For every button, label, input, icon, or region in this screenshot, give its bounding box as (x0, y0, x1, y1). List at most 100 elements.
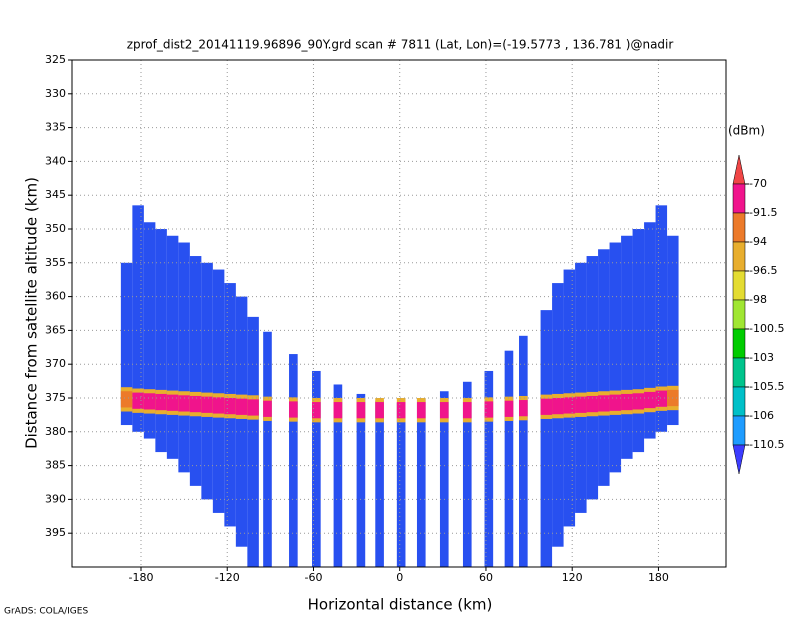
beam (586, 256, 599, 500)
y-tick-label: 380 (45, 425, 66, 438)
colorbar-unit: (dBm) (728, 124, 765, 138)
y-tick-label: 340 (45, 154, 66, 167)
bright-band (263, 400, 272, 417)
beam (632, 229, 645, 453)
colorbar-segment (732, 415, 746, 446)
beam (178, 242, 190, 473)
colorbar-label: -70 (749, 177, 767, 190)
beam (212, 269, 225, 513)
x-tick-label: -120 (215, 571, 240, 584)
colorbar-label: -100.5 (749, 322, 784, 335)
bright-band (598, 395, 610, 412)
beam (396, 402, 406, 567)
y-tick-label: 375 (45, 391, 66, 404)
bright-band (356, 402, 366, 419)
colorbar-label: -105.5 (749, 380, 784, 393)
bright-band (552, 398, 564, 415)
x-tick-label: 0 (396, 571, 403, 584)
footer: GrADS: COLA/IGES (4, 607, 88, 617)
beam (201, 262, 213, 500)
y-tick-label: 335 (45, 121, 66, 134)
beam (263, 331, 272, 567)
bright-band (609, 394, 622, 411)
beam (655, 205, 668, 432)
colorbar-segment (732, 386, 746, 417)
beam (621, 235, 633, 459)
colorbar-label: -98 (749, 293, 767, 306)
y-tick-label: 330 (45, 87, 66, 100)
beam (155, 229, 167, 453)
y-tick-label: 345 (45, 188, 66, 201)
bright-band (333, 402, 343, 419)
plot-frame (71, 59, 727, 568)
y-tick-label: 355 (45, 256, 66, 269)
bright-band (178, 395, 190, 412)
y-tick-label: 395 (45, 526, 66, 539)
beam (519, 335, 528, 567)
bright-band (563, 397, 576, 414)
bright-band (212, 397, 225, 414)
beam (166, 235, 179, 459)
beam (504, 350, 514, 567)
bright-band (644, 391, 656, 409)
bright-band (655, 390, 668, 407)
colorbar-label: -106 (749, 409, 774, 422)
beam (143, 222, 156, 439)
y-tick-label: 350 (45, 222, 66, 235)
y-tick-label: 370 (45, 357, 66, 370)
beam (644, 222, 656, 439)
bright-band (439, 402, 449, 419)
beam (439, 391, 449, 567)
y-tick-label: 365 (45, 323, 66, 336)
beam (189, 256, 202, 486)
colorbar-end (732, 154, 746, 185)
colorbar-segment (732, 241, 746, 272)
beam (120, 262, 133, 426)
beam (462, 381, 472, 567)
y-tick-label: 360 (45, 290, 66, 303)
beam (312, 370, 321, 567)
colorbar-segment (732, 299, 746, 330)
colorbar-segment (732, 183, 746, 214)
beam (575, 262, 587, 513)
bright-band (312, 402, 321, 419)
bright-band (132, 392, 144, 409)
y-tick-label: 390 (45, 492, 66, 505)
colorbar-segment (732, 357, 746, 388)
beam (235, 296, 248, 547)
beam (540, 310, 553, 567)
bright-band (484, 401, 494, 418)
beam (609, 242, 622, 473)
x-tick-label: -60 (304, 571, 322, 584)
bright-band (166, 394, 179, 411)
colorbar-segment (732, 270, 746, 301)
colorbar-segment (732, 212, 746, 243)
beam (598, 249, 610, 486)
bright-band (143, 393, 156, 410)
colorbar-label: -110.5 (749, 438, 784, 451)
beam (132, 205, 144, 432)
bright-band (201, 396, 213, 413)
bright-band (632, 393, 645, 410)
bright-band (462, 402, 472, 419)
x-tick-label: -180 (129, 571, 154, 584)
x-tick-label: 180 (648, 571, 669, 584)
x-tick-label: 60 (479, 571, 493, 584)
bright-band (416, 402, 426, 419)
colorbar-segment (732, 328, 746, 359)
colorbar-label: -103 (749, 351, 774, 364)
bright-band (375, 402, 384, 419)
colorbar-label: -96.5 (749, 264, 777, 277)
chart-title: zprof_dist2_20141119.96896_90Y.grd scan … (127, 38, 674, 52)
bright-band (396, 402, 406, 419)
beam (333, 384, 343, 567)
bright-band (540, 398, 553, 415)
y-axis-label: Distance from satellite altitude (km) (23, 177, 41, 449)
bright-band (120, 391, 133, 408)
beam (247, 316, 259, 567)
bright-band (519, 400, 528, 417)
colorbar-label: -94 (749, 235, 767, 248)
x-tick-label: 120 (562, 571, 583, 584)
beam (484, 370, 494, 567)
